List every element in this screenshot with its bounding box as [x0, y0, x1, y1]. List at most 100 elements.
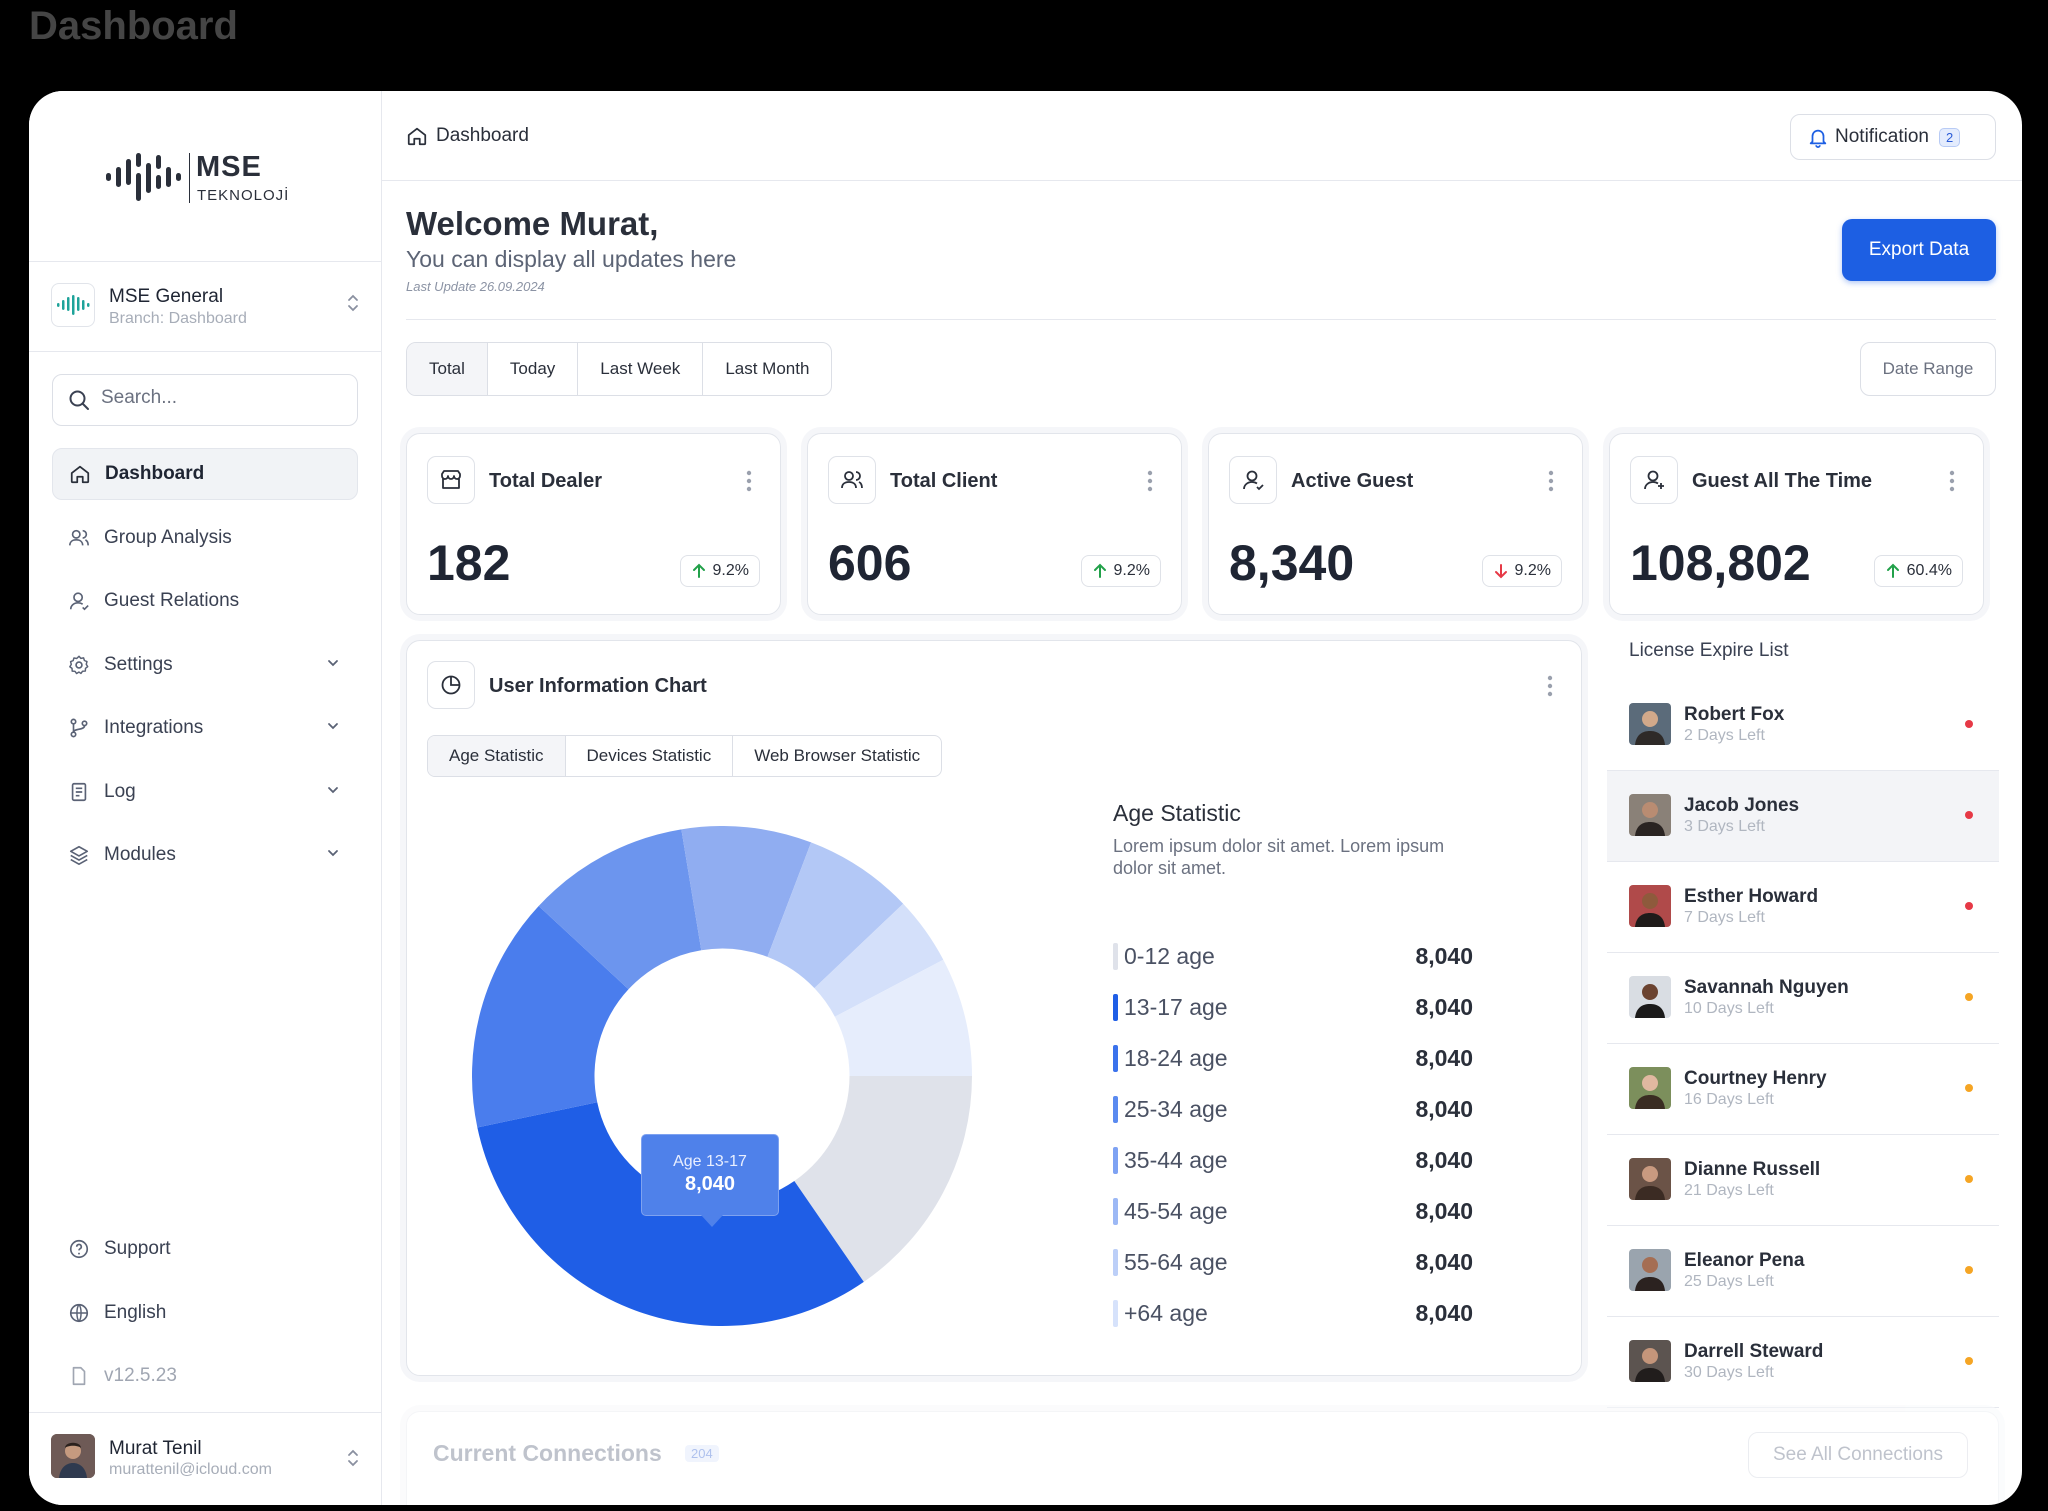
legend-value: 8,040	[1415, 1096, 1473, 1122]
language-label: English	[104, 1302, 167, 1323]
tab-web-browser-statistic[interactable]: Web Browser Statistic	[754, 746, 921, 765]
notification-button[interactable]: Notification 2	[1790, 114, 1996, 160]
avatar	[1629, 1249, 1671, 1291]
sidebar-item-dashboard[interactable]: Dashboard	[52, 448, 358, 500]
legend-row[interactable]: 55-64 age 8,040	[1113, 1237, 1473, 1288]
donut-slice-0-12-age[interactable]	[794, 1076, 972, 1282]
more-vertical-icon[interactable]	[1547, 675, 1553, 697]
period-tab-last-week[interactable]: Last Week	[578, 343, 704, 395]
license-days-left: 3 Days Left	[1684, 818, 1765, 835]
period-tab-total[interactable]: Total	[407, 343, 488, 395]
support-link[interactable]: Support	[52, 1227, 358, 1271]
more-vertical-icon[interactable]	[1548, 470, 1554, 492]
tab-devices-statistic[interactable]: Devices Statistic	[566, 736, 734, 776]
connections-count-badge: 204	[685, 1445, 719, 1462]
sidebar-item-label: Dashboard	[105, 463, 205, 484]
brand-name: MSE	[196, 151, 262, 183]
legend-row[interactable]: 0-12 age 8,040	[1113, 931, 1473, 982]
license-name: Courtney Henry	[1684, 1068, 1827, 1089]
stat-title: Guest All The Time	[1692, 470, 1873, 492]
legend-row[interactable]: 45-54 age 8,040	[1113, 1186, 1473, 1237]
chevron-down-icon	[328, 659, 338, 666]
sidebar-item-settings[interactable]: Settings	[52, 639, 358, 691]
age-donut-chart[interactable]	[472, 826, 972, 1326]
legend-row[interactable]: 25-34 age 8,040	[1113, 1084, 1473, 1135]
current-connections-panel: Current Connections 204 See All Connecti…	[406, 1411, 1999, 1505]
language-selector[interactable]: English	[52, 1291, 358, 1335]
license-item[interactable]: Esther Howard 7 Days Left	[1607, 862, 1999, 953]
legend-row[interactable]: 35-44 age 8,040	[1113, 1135, 1473, 1186]
license-days-left: 16 Days Left	[1684, 1091, 1774, 1108]
period-tab-last-month[interactable]: Last Month	[725, 359, 810, 378]
sidebar-item-group-analysis[interactable]: Group Analysis	[52, 512, 358, 564]
status-dot	[1965, 993, 1973, 1001]
arrow-up-icon	[1092, 563, 1108, 579]
more-vertical-icon[interactable]	[746, 470, 752, 492]
period-tab-today[interactable]: Today	[488, 343, 579, 395]
license-item[interactable]: Savannah Nguyen 10 Days Left	[1607, 953, 1999, 1044]
chevron-down-icon	[328, 786, 338, 793]
license-days-left: 21 Days Left	[1684, 1182, 1774, 1199]
user-email: murattenil@icloud.com	[109, 1461, 272, 1478]
stat-cards: Total Dealer 182 9.2% Total Client 606 9…	[406, 433, 1984, 615]
legend-label: 45-54 age	[1124, 1198, 1228, 1224]
donut-slice-25-34-age[interactable]	[538, 829, 702, 990]
legend-value: 8,040	[1415, 1045, 1473, 1071]
chevron-updown-icon[interactable]	[345, 1446, 361, 1470]
donut-slice-45-54-age[interactable]	[767, 842, 904, 989]
donut-slice-64-age[interactable]	[834, 959, 972, 1076]
users-icon	[66, 525, 92, 551]
outer-page-title: Dashboard	[29, 4, 238, 48]
sidebar-item-integrations[interactable]: Integrations	[52, 702, 358, 754]
legend-value: 8,040	[1415, 943, 1473, 969]
license-item[interactable]: Courtney Henry 16 Days Left	[1607, 1044, 1999, 1135]
donut-slice-35-44-age[interactable]	[681, 826, 812, 957]
license-item[interactable]: Darrell Steward 30 Days Left	[1607, 1317, 1999, 1408]
legend-row[interactable]: +64 age 8,040	[1113, 1288, 1473, 1339]
export-data-button[interactable]: Export Data	[1842, 219, 1996, 281]
tab-age-statistic[interactable]: Age Statistic	[428, 736, 566, 776]
license-item[interactable]: Dianne Russell 21 Days Left	[1607, 1135, 1999, 1226]
chevron-updown-icon[interactable]	[345, 291, 361, 315]
document-icon	[66, 779, 92, 805]
search-box[interactable]	[52, 374, 358, 426]
avatar	[1629, 703, 1671, 745]
tooltip-label: Age 13-17	[673, 1153, 747, 1170]
see-all-connections-button[interactable]: See All Connections	[1748, 1432, 1968, 1478]
user-profile[interactable]: Murat Tenil murattenil@icloud.com	[51, 1434, 361, 1484]
license-item[interactable]: Eleanor Pena 25 Days Left	[1607, 1226, 1999, 1317]
date-range-button[interactable]: Date Range	[1860, 342, 1996, 396]
user-plus-icon	[1630, 456, 1678, 504]
help-circle-icon	[66, 1236, 92, 1262]
more-vertical-icon[interactable]	[1949, 470, 1955, 492]
period-tabs: Total Today Last Week Last Month	[406, 342, 833, 396]
brand-logo[interactable]: MSE TEKNOLOJİ	[104, 149, 334, 209]
license-days-left: 10 Days Left	[1684, 1000, 1774, 1017]
version-label: v12.5.23	[104, 1365, 177, 1386]
donut-slice-55-64-age[interactable]	[814, 903, 944, 1017]
connections-title: Current Connections	[433, 1440, 662, 1466]
breadcrumb-label: Dashboard	[436, 125, 529, 146]
globe-icon	[66, 1300, 92, 1326]
sidebar-divider	[29, 351, 382, 352]
legend-row[interactable]: 18-24 age 8,040	[1113, 1033, 1473, 1084]
legend-row[interactable]: 13-17 age 8,040	[1113, 982, 1473, 1033]
license-item[interactable]: Jacob Jones 3 Days Left	[1607, 771, 1999, 862]
more-vertical-icon[interactable]	[1147, 470, 1153, 492]
license-days-left: 25 Days Left	[1684, 1273, 1774, 1290]
legend-swatch	[1113, 1147, 1118, 1174]
legend-swatch	[1113, 943, 1118, 970]
org-switcher[interactable]: MSE General Branch: Dashboard	[51, 283, 361, 339]
donut-slice-18-24-age[interactable]	[472, 906, 629, 1128]
sidebar-item-modules[interactable]: Modules	[52, 829, 358, 881]
license-days-left: 30 Days Left	[1684, 1364, 1774, 1381]
stat-delta-value: 9.2%	[1514, 562, 1551, 579]
gear-icon	[66, 652, 92, 678]
license-item[interactable]: Robert Fox 2 Days Left	[1607, 680, 1999, 771]
breadcrumb[interactable]: Dashboard	[406, 125, 529, 147]
sidebar-item-log[interactable]: Log	[52, 766, 358, 818]
user-information-chart-panel: User Information Chart Age Statistic Dev…	[406, 640, 1582, 1376]
legend-swatch	[1113, 994, 1118, 1021]
search-input[interactable]	[101, 387, 341, 409]
sidebar-item-guest-relations[interactable]: Guest Relations	[52, 575, 358, 627]
